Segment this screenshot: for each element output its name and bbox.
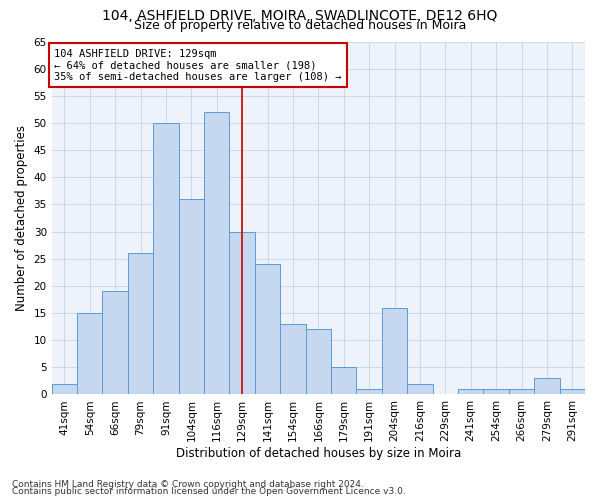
Bar [331, 368, 356, 394]
Bar [128, 254, 153, 394]
Bar [153, 123, 179, 394]
Text: Size of property relative to detached houses in Moira: Size of property relative to detached ho… [134, 19, 466, 32]
Bar [382, 308, 407, 394]
Text: Contains HM Land Registry data © Crown copyright and database right 2024.: Contains HM Land Registry data © Crown c… [12, 480, 364, 489]
Bar [255, 264, 280, 394]
Bar [179, 199, 204, 394]
Bar [229, 232, 255, 394]
Bar [103, 292, 128, 395]
Y-axis label: Number of detached properties: Number of detached properties [15, 125, 28, 311]
Text: Contains public sector information licensed under the Open Government Licence v3: Contains public sector information licen… [12, 487, 406, 496]
Bar [509, 389, 534, 394]
X-axis label: Distribution of detached houses by size in Moira: Distribution of detached houses by size … [176, 447, 461, 460]
Bar [52, 384, 77, 394]
Bar [560, 389, 585, 394]
Bar [458, 389, 484, 394]
Bar [280, 324, 305, 394]
Bar [356, 389, 382, 394]
Bar [407, 384, 433, 394]
Bar [534, 378, 560, 394]
Text: 104, ASHFIELD DRIVE, MOIRA, SWADLINCOTE, DE12 6HQ: 104, ASHFIELD DRIVE, MOIRA, SWADLINCOTE,… [103, 9, 497, 23]
Bar [484, 389, 509, 394]
Text: 104 ASHFIELD DRIVE: 129sqm
← 64% of detached houses are smaller (198)
35% of sem: 104 ASHFIELD DRIVE: 129sqm ← 64% of deta… [55, 48, 342, 82]
Bar [77, 313, 103, 394]
Bar [204, 112, 229, 395]
Bar [305, 330, 331, 394]
